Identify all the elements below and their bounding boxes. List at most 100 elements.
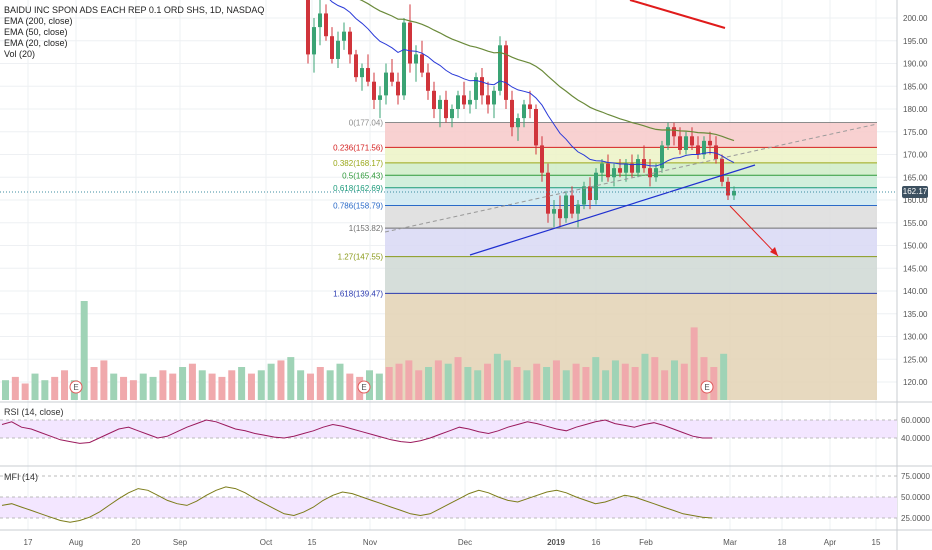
volume-bar bbox=[651, 357, 659, 400]
candle-body bbox=[552, 209, 556, 214]
fib-level-label: 0.786(158.79) bbox=[333, 202, 383, 211]
volume-bar bbox=[336, 363, 344, 400]
volume-bar bbox=[582, 367, 590, 400]
y-axis-tick-label: 185.00 bbox=[903, 82, 928, 91]
x-axis-tick-label: Mar bbox=[723, 538, 737, 547]
volume-bar bbox=[454, 357, 462, 400]
candle-body bbox=[366, 68, 370, 82]
candle-body bbox=[564, 195, 568, 219]
x-axis-tick-label: Sep bbox=[173, 538, 188, 547]
x-axis-tick-label: Oct bbox=[260, 538, 273, 547]
ema20-line bbox=[329, 0, 735, 167]
earnings-marker-icon bbox=[700, 380, 714, 394]
candle-body bbox=[468, 99, 472, 105]
volume-bar bbox=[700, 357, 708, 400]
ema200-label: EMA (200, close) bbox=[4, 16, 73, 26]
volume-bar bbox=[434, 360, 442, 400]
candle-body bbox=[732, 190, 736, 196]
candle-body bbox=[612, 168, 616, 178]
volume-bar bbox=[306, 373, 314, 400]
volume-bar bbox=[21, 383, 29, 400]
volume-bar bbox=[621, 363, 629, 400]
volume-bar bbox=[80, 301, 88, 400]
volume-bar bbox=[90, 367, 98, 400]
x-axis-tick-label: Nov bbox=[363, 538, 377, 547]
y-axis-tick-label: 200.00 bbox=[903, 14, 928, 23]
arrow-head-icon bbox=[770, 247, 778, 256]
candle-body bbox=[558, 209, 562, 219]
candle-body bbox=[456, 95, 460, 109]
volume-bar bbox=[562, 370, 570, 400]
candle-body bbox=[342, 31, 346, 41]
candle-body bbox=[420, 54, 424, 73]
volume-bar bbox=[395, 363, 403, 400]
candle-body bbox=[312, 27, 316, 55]
fib-zone bbox=[385, 187, 877, 206]
volume-bar bbox=[61, 370, 69, 400]
volume-bar bbox=[159, 370, 167, 400]
candle-body bbox=[684, 136, 688, 150]
candle-body bbox=[444, 99, 448, 119]
candle-body bbox=[324, 13, 328, 37]
candle-body bbox=[540, 145, 544, 173]
candle-body bbox=[714, 145, 718, 160]
candle-body bbox=[486, 95, 490, 105]
fib-level-label: 0.236(171.56) bbox=[333, 143, 383, 152]
volume-bar bbox=[710, 367, 718, 400]
y-axis-tick-label: 155.00 bbox=[903, 219, 928, 228]
fib-level-label: 0.382(168.17) bbox=[333, 159, 383, 168]
candle-body bbox=[462, 95, 466, 105]
x-axis-tick-label: 15 bbox=[872, 538, 881, 547]
volume-bar bbox=[572, 363, 580, 400]
candle-body bbox=[690, 136, 694, 146]
y-axis-tick-label: 150.00 bbox=[903, 242, 928, 251]
candle-body bbox=[336, 40, 340, 59]
indicator-axis-tick-label: 40.0000 bbox=[901, 434, 930, 443]
fib-level-label: 0.5(165.43) bbox=[342, 171, 383, 180]
mfi-band bbox=[0, 497, 897, 518]
ema200-line bbox=[629, 0, 726, 29]
indicator-axis-tick-label: 60.0000 bbox=[901, 416, 930, 425]
candle-body bbox=[534, 109, 538, 146]
mfi-panel-label: MFI (14) bbox=[4, 472, 39, 482]
volume-bar bbox=[139, 373, 147, 400]
candle-body bbox=[330, 36, 334, 59]
fib-level-label: 0(177.04) bbox=[349, 118, 384, 127]
y-axis-tick-label: 165.00 bbox=[903, 173, 928, 182]
volume-bar bbox=[611, 360, 619, 400]
volume-bar bbox=[129, 380, 137, 400]
volume-bar bbox=[464, 367, 472, 400]
y-axis-tick-label: 135.00 bbox=[903, 310, 928, 319]
candle-body bbox=[666, 127, 670, 146]
volume-bar bbox=[670, 360, 678, 400]
y-axis-tick-label: 195.00 bbox=[903, 37, 928, 46]
volume-bar bbox=[631, 367, 639, 400]
chart-title: BAIDU INC SPON ADS EACH REP 0.1 ORD SHS,… bbox=[4, 5, 265, 15]
candle-body bbox=[396, 81, 400, 96]
volume-bar bbox=[690, 327, 698, 400]
volume-bar bbox=[720, 353, 728, 400]
volume-bar bbox=[425, 367, 433, 400]
y-axis-tick-label: 180.00 bbox=[903, 105, 928, 114]
chart-legend: BAIDU INC SPON ADS EACH REP 0.1 ORD SHS,… bbox=[4, 5, 264, 60]
candle-body bbox=[492, 90, 496, 105]
fib-level-label: 1(153.82) bbox=[349, 224, 384, 233]
volume-bar bbox=[51, 376, 59, 400]
indicator-axis-tick-label: 50.0000 bbox=[901, 493, 930, 502]
volume-bar bbox=[346, 373, 354, 400]
volume-bar bbox=[277, 360, 285, 400]
candle-body bbox=[720, 159, 724, 182]
volume-bar bbox=[198, 370, 206, 400]
candle-body bbox=[576, 204, 580, 214]
volume-bar bbox=[405, 360, 413, 400]
volume-bar bbox=[592, 357, 600, 400]
candle-body bbox=[522, 104, 526, 119]
candle-body bbox=[546, 172, 550, 214]
candle-body bbox=[600, 163, 604, 173]
volume-bar bbox=[208, 373, 216, 400]
fib-zone bbox=[385, 256, 877, 294]
y-axis-tick-label: 125.00 bbox=[903, 355, 928, 364]
volume-bar bbox=[415, 370, 423, 400]
volume-bar bbox=[228, 370, 236, 400]
volume-bar bbox=[238, 367, 246, 400]
